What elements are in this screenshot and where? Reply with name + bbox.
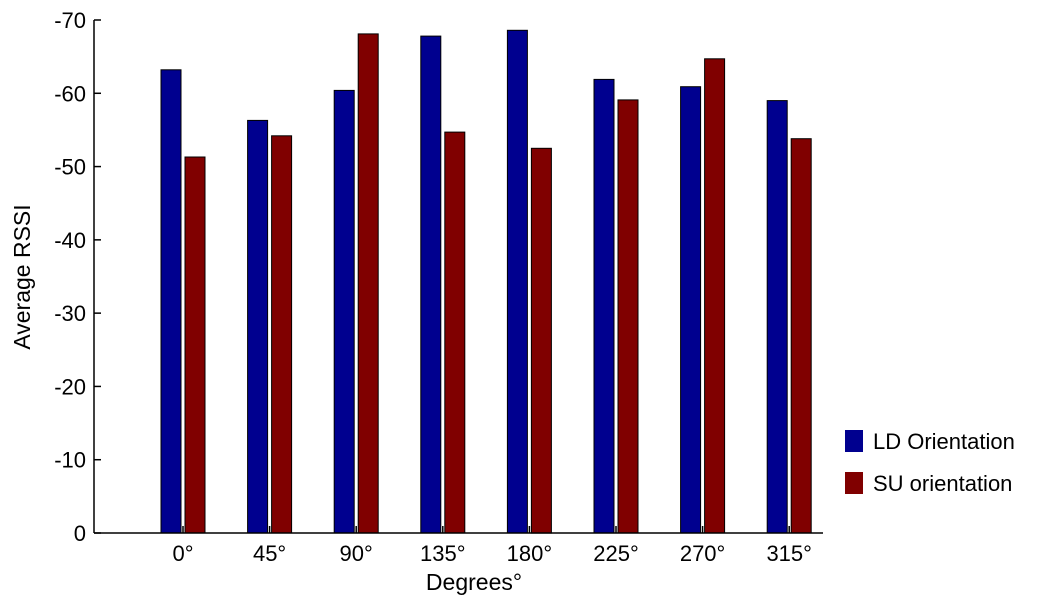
bar-su-5 <box>617 99 639 534</box>
y-ticks-group: 0 -10 -20 -30 -40 -50 -60 -70 <box>54 8 101 546</box>
legend-label-su: SU orientation <box>873 471 1012 496</box>
legend-swatch-ld <box>845 430 863 452</box>
y-tick-label: -10 <box>54 448 86 473</box>
bar-ld-0 <box>160 69 182 534</box>
bar-ld-1 <box>247 119 269 534</box>
legend-label-ld: LD Orientation <box>873 429 1015 454</box>
legend: LD Orientation SU orientation <box>845 429 1015 496</box>
y-tick-label: -70 <box>54 8 86 33</box>
bar-su-6 <box>704 58 726 534</box>
bar-su-7 <box>790 138 812 534</box>
x-tick-label: 225° <box>593 541 639 566</box>
x-tick-label: 270° <box>680 541 726 566</box>
y-tick-label: -20 <box>54 374 86 399</box>
bar-ld-7 <box>766 100 788 534</box>
bar-su-3 <box>444 131 466 534</box>
y-tick-label: -60 <box>54 81 86 106</box>
bars-group <box>160 29 812 534</box>
bar-ld-2 <box>333 89 355 534</box>
y-axis-title: Average RSSI <box>9 204 35 349</box>
y-tick-label: -30 <box>54 301 86 326</box>
x-tick-label: 45° <box>253 541 286 566</box>
y-tick-label: -50 <box>54 155 86 180</box>
x-axis-title: Degrees° <box>426 569 522 595</box>
legend-swatch-su <box>845 472 863 494</box>
bar-su-2 <box>357 33 379 534</box>
bar-su-4 <box>530 147 552 534</box>
x-tick-label: 135° <box>420 541 466 566</box>
bar-su-0 <box>184 156 206 534</box>
y-tick-label: -40 <box>54 228 86 253</box>
x-tick-label: 0° <box>172 541 193 566</box>
bar-ld-3 <box>420 35 442 534</box>
x-tick-label: 180° <box>507 541 553 566</box>
bar-su-1 <box>271 135 293 534</box>
x-tick-label: 315° <box>766 541 812 566</box>
x-tick-label: 90° <box>340 541 373 566</box>
bar-ld-5 <box>593 78 615 534</box>
x-ticks-group: 0° 45° 90° 135° 180° 225° 270° 315° <box>172 526 812 566</box>
y-tick-label: 0 <box>74 521 86 546</box>
bar-ld-6 <box>680 86 702 534</box>
bar-ld-4 <box>506 29 528 534</box>
